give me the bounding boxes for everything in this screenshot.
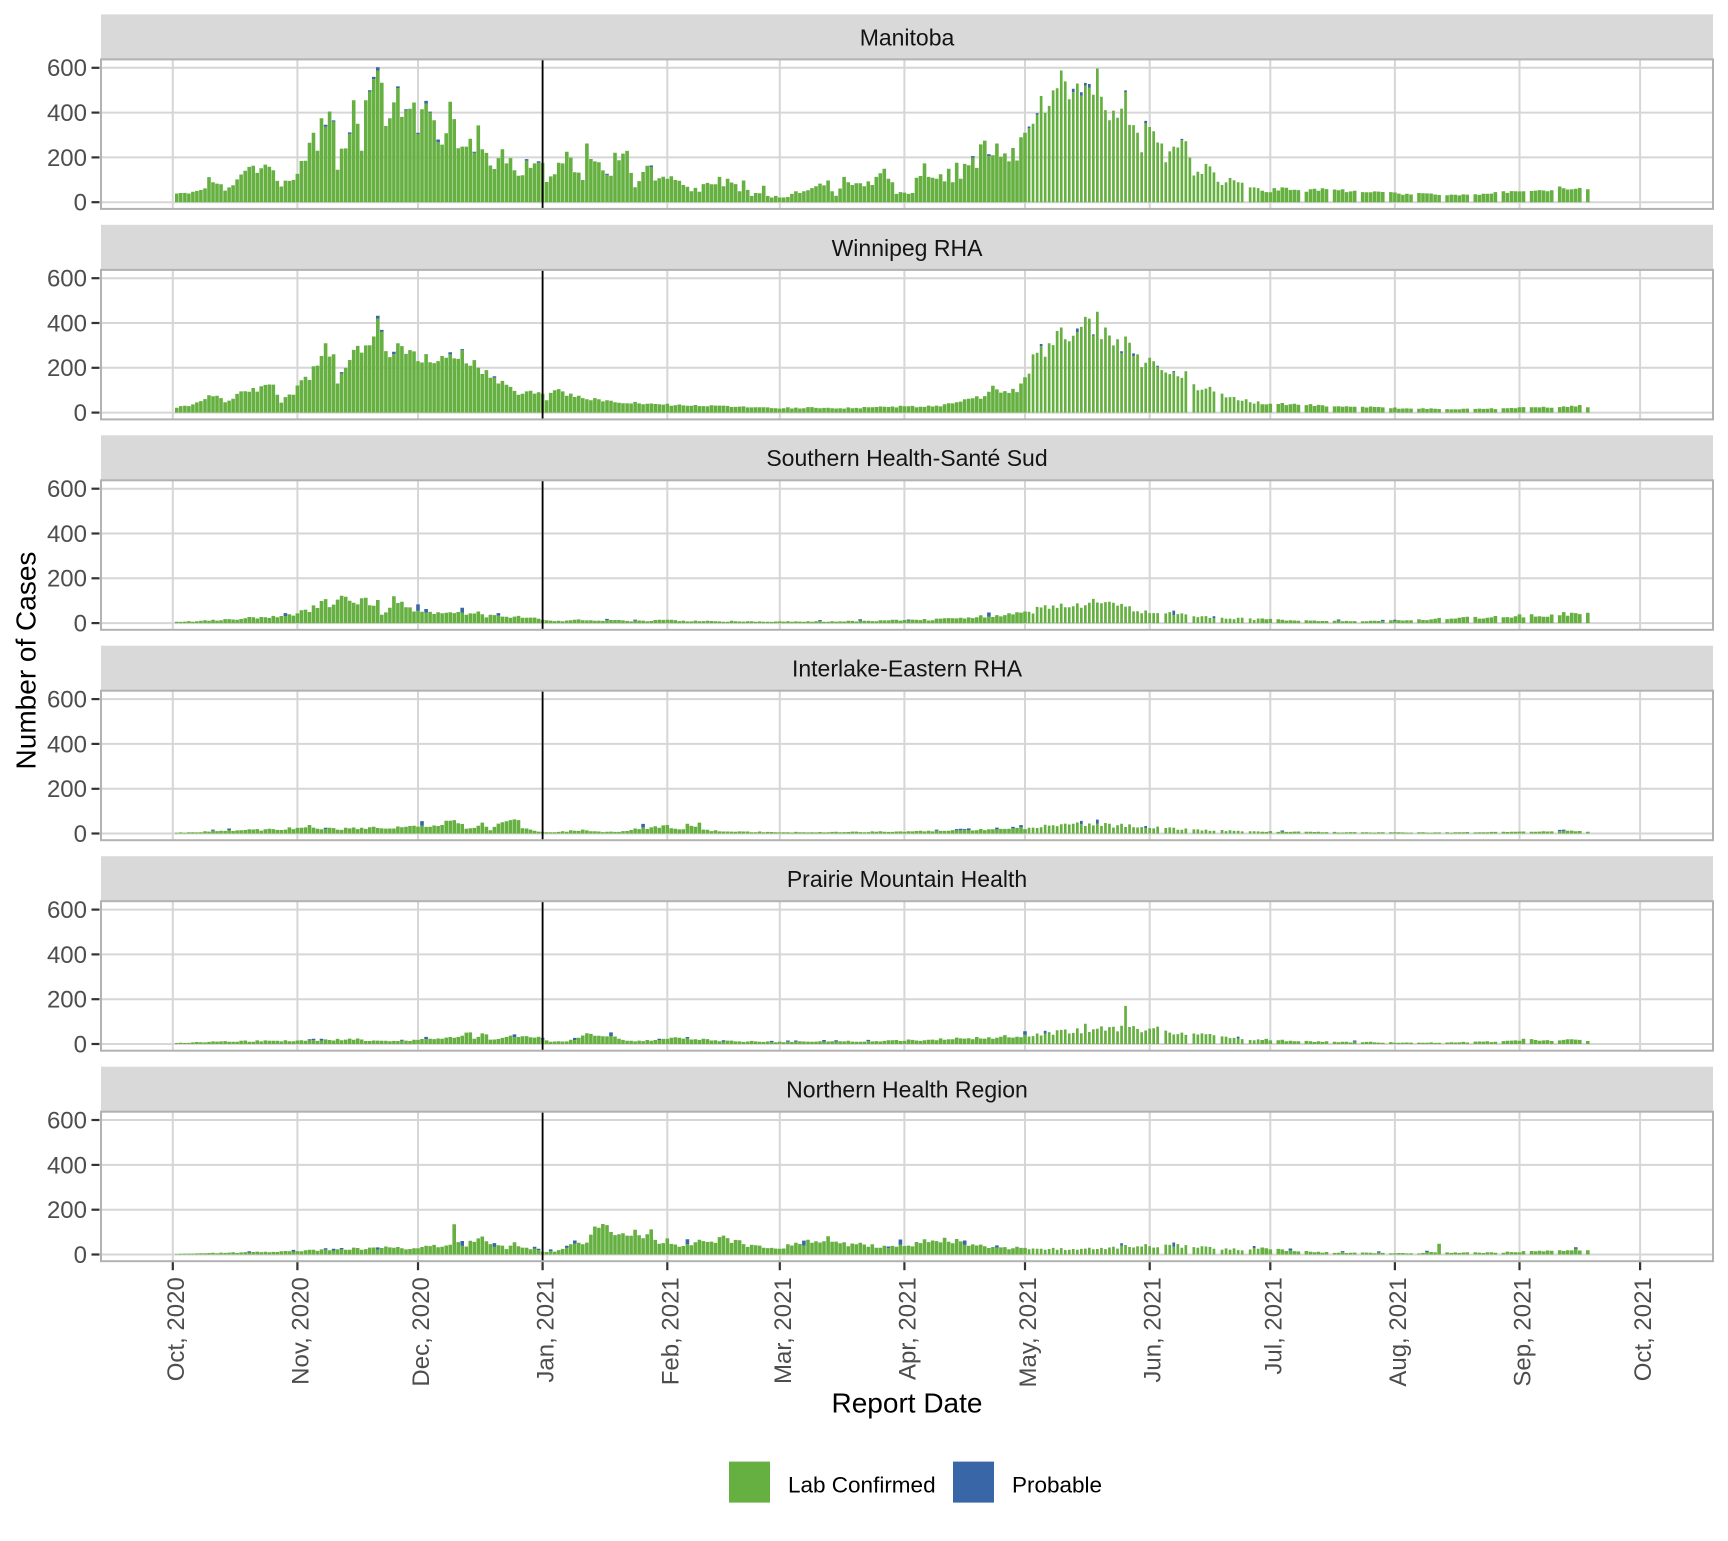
svg-text:Jul, 2021: Jul, 2021 [1260,1277,1287,1374]
svg-text:Jan, 2021: Jan, 2021 [533,1277,560,1382]
svg-text:Southern Health-Santé Sud: Southern Health-Santé Sud [766,445,1047,471]
svg-text:Number of Cases: Number of Cases [11,552,42,770]
svg-text:Sep, 2021: Sep, 2021 [1510,1277,1537,1386]
svg-text:Feb, 2021: Feb, 2021 [657,1277,684,1385]
svg-text:600: 600 [47,266,87,293]
svg-text:0: 0 [74,821,87,848]
svg-text:200: 200 [47,566,87,593]
svg-text:200: 200 [47,987,87,1014]
svg-text:Oct, 2021: Oct, 2021 [1630,1277,1657,1381]
svg-text:600: 600 [47,476,87,503]
svg-text:400: 400 [47,1152,87,1179]
svg-text:400: 400 [47,310,87,337]
svg-text:Lab Confirmed: Lab Confirmed [788,1473,936,1498]
svg-text:400: 400 [47,100,87,127]
svg-text:Apr, 2021: Apr, 2021 [894,1277,921,1380]
svg-text:Aug, 2021: Aug, 2021 [1385,1277,1412,1386]
svg-text:Prairie Mountain Health: Prairie Mountain Health [787,866,1027,892]
svg-text:0: 0 [74,1031,87,1058]
svg-text:0: 0 [74,611,87,638]
svg-text:Manitoba: Manitoba [860,24,955,50]
svg-text:0: 0 [74,190,87,217]
svg-text:Jun, 2021: Jun, 2021 [1140,1277,1167,1382]
svg-text:Mar, 2021: Mar, 2021 [770,1277,797,1384]
svg-text:Nov, 2020: Nov, 2020 [287,1277,314,1385]
svg-text:Interlake-Eastern RHA: Interlake-Eastern RHA [792,656,1023,682]
svg-text:600: 600 [47,687,87,714]
svg-text:0: 0 [74,1242,87,1269]
svg-text:Oct, 2020: Oct, 2020 [163,1277,190,1381]
svg-text:400: 400 [47,942,87,969]
svg-text:Report Date: Report Date [832,1388,983,1419]
svg-text:200: 200 [47,776,87,803]
svg-text:600: 600 [47,1108,87,1135]
svg-text:600: 600 [47,897,87,924]
svg-text:May, 2021: May, 2021 [1015,1277,1042,1387]
svg-text:Winnipeg RHA: Winnipeg RHA [832,235,983,261]
svg-text:200: 200 [47,1197,87,1224]
svg-text:Probable: Probable [1012,1473,1102,1498]
svg-text:600: 600 [47,55,87,82]
svg-text:Dec, 2020: Dec, 2020 [408,1277,435,1386]
svg-text:200: 200 [47,145,87,172]
svg-text:0: 0 [74,400,87,427]
svg-text:400: 400 [47,731,87,758]
svg-text:400: 400 [47,521,87,548]
svg-text:Northern Health Region: Northern Health Region [786,1077,1028,1103]
svg-text:200: 200 [47,355,87,382]
